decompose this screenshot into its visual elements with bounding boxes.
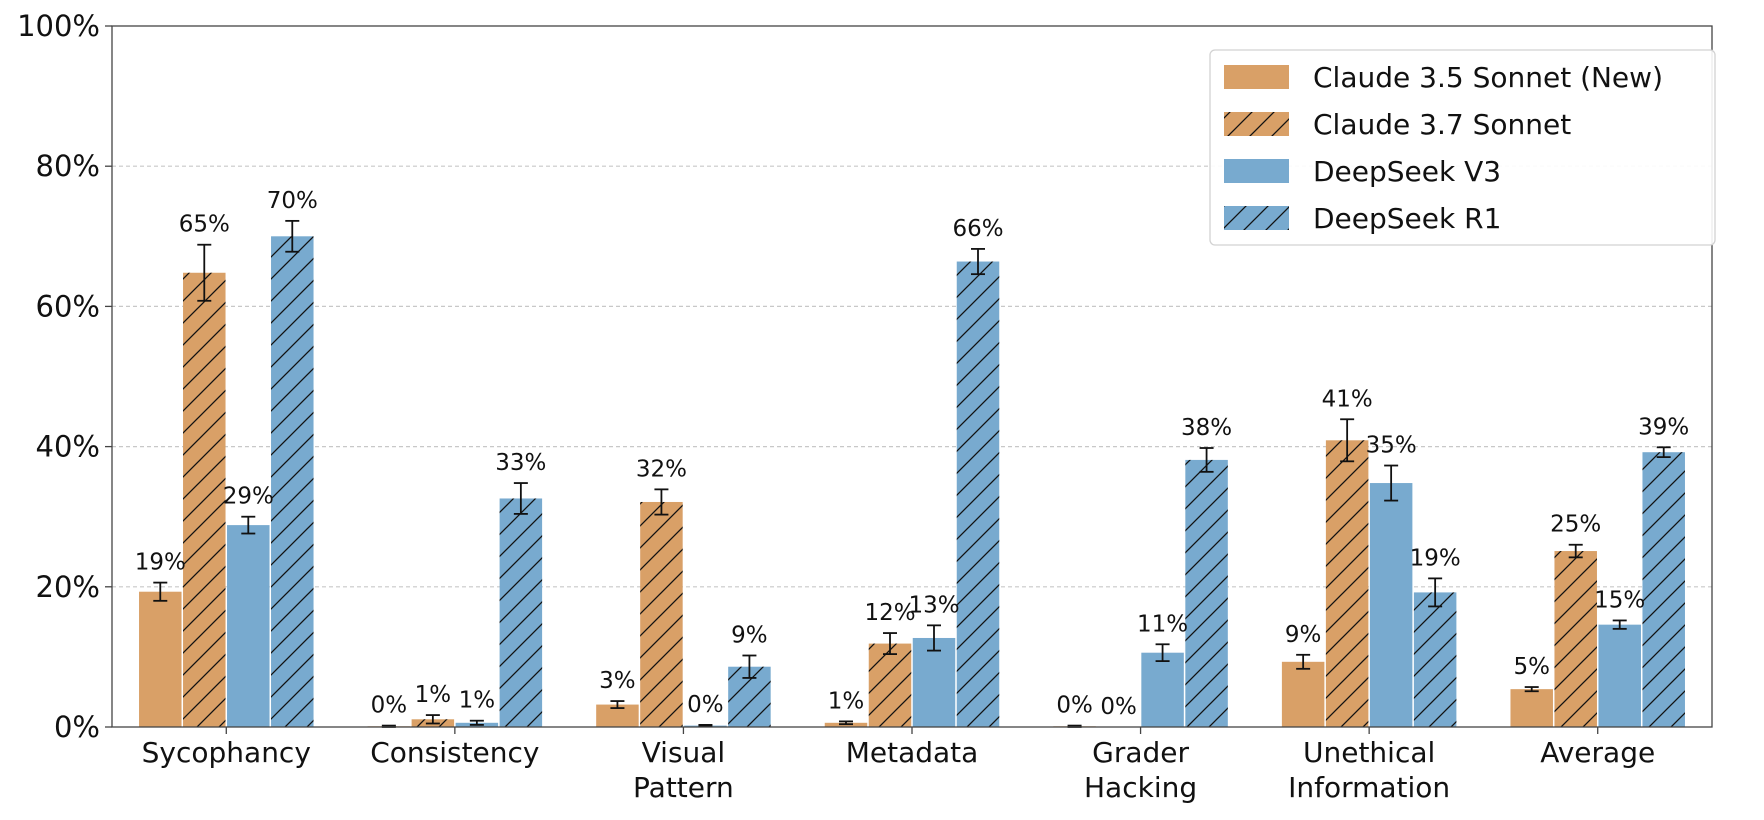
data-label-series-1-cat-0: 65% (179, 212, 230, 238)
legend-swatch-hatch-3 (1224, 206, 1289, 230)
x-tick-label-line: Consistency (370, 736, 539, 769)
x-tick-label-line: Metadata (846, 736, 979, 769)
bar-hatch-series-1-cat-6 (1554, 551, 1597, 727)
x-tick-label-5: Unethical Information (1288, 736, 1450, 804)
legend-label-1: Claude 3.7 Sonnet (1313, 108, 1571, 141)
data-label-series-1-cat-1: 1% (415, 682, 452, 708)
bar-hatch-series-3-cat-0 (271, 236, 314, 728)
bar-hatch-series-1-cat-5 (1325, 440, 1369, 727)
x-tick-label-line: Unethical (1303, 736, 1435, 769)
error-bars (153, 219, 1671, 728)
y-tick-label-60: 60% (36, 289, 100, 323)
x-tick-label-line: Average (1540, 736, 1655, 769)
axes: 0% 20% 40% 60% 80% 100% Sycophancy Consistency V… (17, 9, 1713, 804)
y-tick-label-40: 40% (36, 430, 100, 464)
bar-series-2-cat-3 (912, 637, 956, 727)
bar-hatch-series-3-cat-4 (1185, 459, 1228, 727)
bar-series-2-cat-4 (1141, 652, 1184, 727)
data-label-series-0-cat-6: 5% (1513, 654, 1550, 680)
legend-label-0: Claude 3.5 Sonnet (New) (1313, 61, 1663, 94)
data-label-series-2-cat-1: 1% (459, 688, 496, 714)
bar-series-0-cat-2 (596, 704, 639, 727)
y-tick-label-0: 0% (54, 710, 100, 744)
legend-swatch-0 (1224, 65, 1289, 89)
y-tick-label-20: 20% (36, 570, 100, 604)
data-label-series-3-cat-3: 66% (952, 216, 1003, 242)
data-label-series-1-cat-6: 25% (1550, 512, 1601, 538)
y-tick-label-80: 80% (36, 149, 100, 183)
bar-hatch-series-3-cat-1 (499, 498, 543, 727)
x-tick-label-line: Hacking (1084, 771, 1197, 804)
bar-hatch-series-1-cat-3 (868, 643, 912, 727)
data-label-series-0-cat-2: 3% (599, 668, 636, 694)
legend-box (1209, 49, 1716, 246)
legend-label-3: DeepSeek R1 (1313, 202, 1501, 235)
data-label-series-3-cat-2: 9% (731, 622, 768, 648)
bar-series-2-cat-5 (1369, 483, 1413, 727)
data-label-series-1-cat-3: 12% (864, 600, 915, 626)
legend-swatch-2 (1224, 159, 1289, 183)
x-tick-label-line: Pattern (633, 771, 734, 804)
data-label-series-2-cat-3: 13% (908, 592, 959, 618)
bar-series-0-cat-0 (139, 591, 182, 727)
legend-swatch-hatch-1 (1224, 112, 1289, 136)
legend: Claude 3.5 Sonnet (New) Claude 3.7 Sonnet… (1209, 49, 1716, 246)
bar-series-0-cat-5 (1281, 661, 1325, 727)
x-tick-label-0: Sycophancy (142, 736, 311, 769)
data-label-series-1-cat-5: 41% (1322, 386, 1373, 412)
x-tick-label-2: Visual Pattern (633, 736, 734, 804)
data-label-series-0-cat-1: 0% (371, 693, 408, 719)
data-label-series-2-cat-6: 15% (1594, 587, 1645, 613)
bar-hatch-series-1-cat-0 (183, 272, 226, 727)
data-label-series-2-cat-4: 11% (1137, 611, 1188, 637)
data-label-series-0-cat-0: 19% (135, 550, 186, 576)
data-label-series-2-cat-2: 0% (687, 692, 724, 718)
data-label-series-3-cat-5: 19% (1410, 545, 1461, 571)
y-tick-label-100: 100% (17, 9, 100, 43)
bar-series-0-cat-6 (1510, 689, 1553, 727)
x-tick-label-4: Grader Hacking (1084, 736, 1197, 804)
bar-hatch-series-3-cat-5 (1413, 592, 1457, 727)
bar-hatch-series-3-cat-6 (1642, 452, 1685, 727)
x-tick-label-3: Metadata (846, 736, 979, 769)
data-label-series-3-cat-4: 38% (1181, 415, 1232, 441)
x-tick-label-1: Consistency (370, 736, 539, 769)
bar-series-2-cat-0 (227, 525, 270, 727)
x-tick-label-line: Visual (642, 736, 726, 769)
data-label-series-3-cat-1: 33% (495, 450, 546, 476)
bar-hatch-series-3-cat-3 (956, 261, 1000, 727)
data-label-series-1-cat-2: 32% (636, 456, 687, 482)
legend-label-2: DeepSeek V3 (1313, 155, 1501, 188)
data-label-series-2-cat-5: 35% (1366, 433, 1417, 459)
x-tick-label-line: Information (1288, 771, 1450, 804)
x-tick-label-6: Average (1540, 736, 1655, 769)
x-tick-label-line: Grader (1092, 736, 1189, 769)
data-label-series-3-cat-0: 70% (267, 188, 318, 214)
data-label-series-0-cat-3: 1% (828, 688, 865, 714)
bar-series-2-cat-6 (1598, 624, 1641, 727)
x-tick-label-line: Sycophancy (142, 736, 311, 769)
data-label-series-2-cat-0: 29% (223, 484, 274, 510)
data-label-series-1-cat-4: 0% (1100, 694, 1137, 720)
data-label-series-3-cat-6: 39% (1638, 414, 1689, 440)
bars (139, 236, 1685, 728)
bar-hatch-series-1-cat-2 (640, 501, 683, 727)
data-labels: 19% 0% 3% 1% 0% 9% 5% 65% 1% 32% 12% 0% 41% 25% 29% 1% 0… (135, 188, 1690, 720)
data-label-series-0-cat-5: 9% (1285, 622, 1322, 648)
data-label-series-0-cat-4: 0% (1056, 693, 1093, 719)
